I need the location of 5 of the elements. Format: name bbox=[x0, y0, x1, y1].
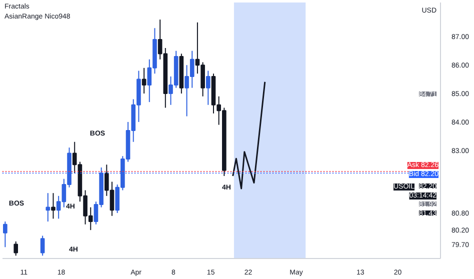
candlestick bbox=[142, 67, 146, 94]
candlestick bbox=[51, 192, 56, 220]
candlestick bbox=[46, 192, 50, 222]
candlestick bbox=[40, 235, 45, 256]
candlestick bbox=[206, 70, 210, 106]
